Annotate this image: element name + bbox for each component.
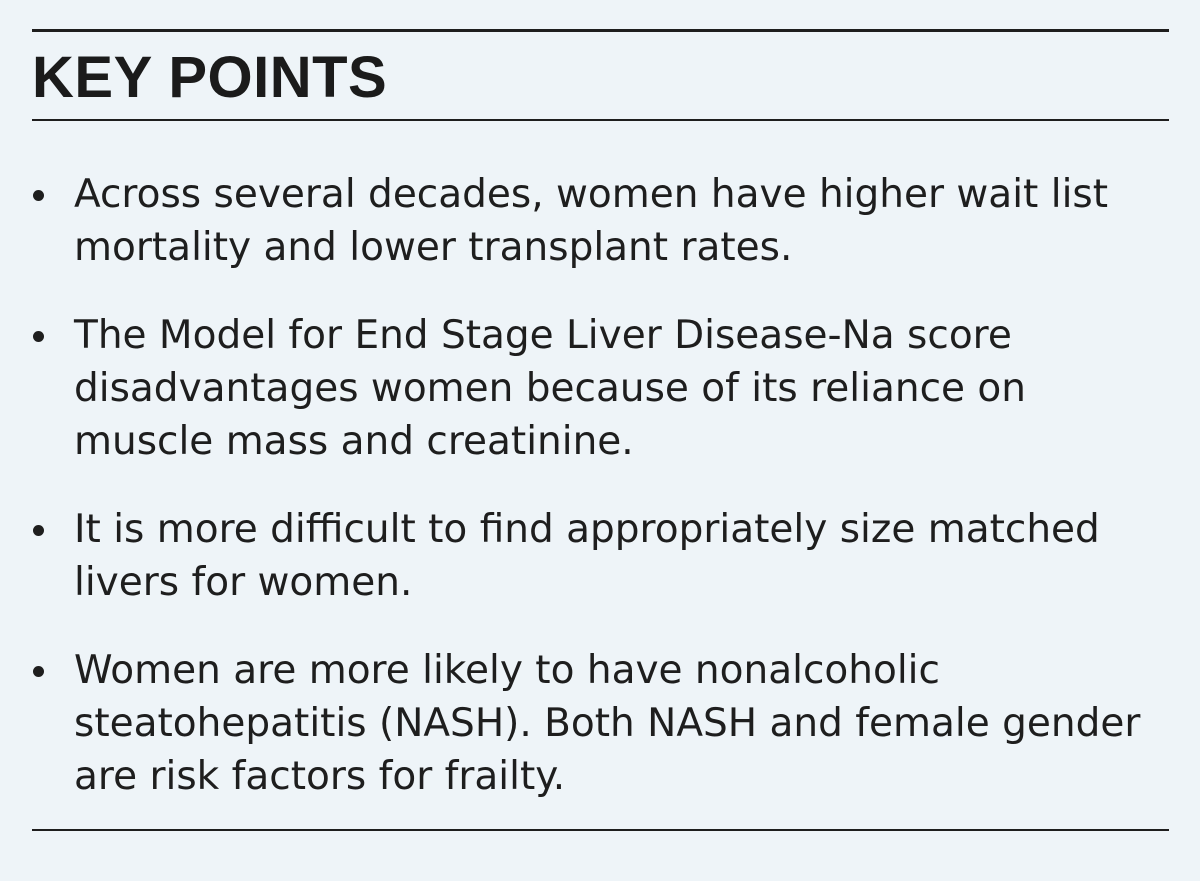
key-point-item: It is more difficult to find appropriate…: [28, 503, 1173, 609]
bottom-rule: [32, 829, 1169, 831]
key-point-text: Across several decades, women have highe…: [74, 172, 1109, 270]
key-point-text: It is more difficult to find appropriate…: [74, 507, 1100, 605]
bullet-icon: [33, 331, 44, 342]
key-point-text: Women are more likely to have nonalcohol…: [74, 648, 1141, 799]
key-point-text: The Model for End Stage Liver Disease-Na…: [74, 313, 1026, 464]
bullet-icon: [33, 525, 44, 536]
bullet-icon: [33, 666, 44, 677]
key-point-item: The Model for End Stage Liver Disease-Na…: [28, 309, 1173, 468]
top-rule: [32, 29, 1169, 32]
key-points-list: Across several decades, women have highe…: [28, 168, 1173, 838]
bullet-icon: [33, 190, 44, 201]
heading-rule: [32, 119, 1169, 121]
key-points-heading: KEY POINTS: [32, 45, 388, 110]
key-point-item: Across several decades, women have highe…: [28, 168, 1173, 274]
key-point-item: Women are more likely to have nonalcohol…: [28, 644, 1173, 803]
